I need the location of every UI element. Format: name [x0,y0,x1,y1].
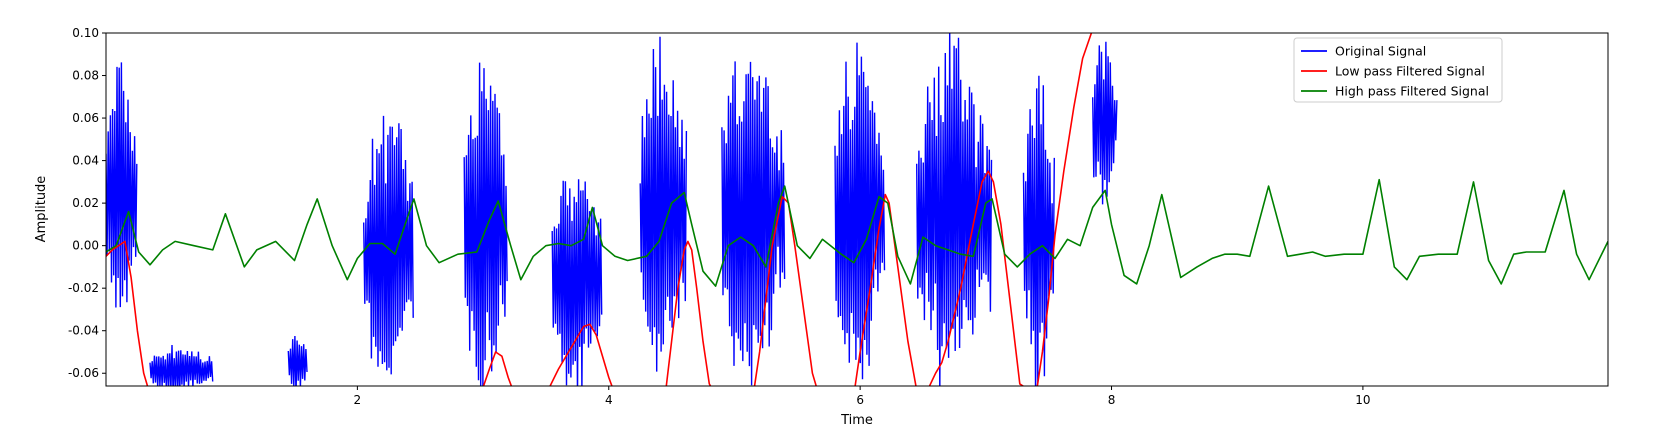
legend: Original Signal Low pass Filtered Signal H… [1293,37,1503,103]
legend-label: High pass Filtered Signal [1335,84,1489,99]
legend-label: Original Signal [1335,44,1426,59]
series-layer [106,33,1608,386]
x-tick-label: 2 [354,393,362,407]
y-tick-label: -0.06 [68,366,99,380]
legend-label: Low pass Filtered Signal [1335,64,1485,79]
series-line-original-signal [287,335,308,386]
x-axis-label: Time [840,413,873,428]
y-tick-label: -0.04 [68,324,99,338]
y-tick-label: 0.08 [72,69,99,83]
y-tick-label: 0.10 [72,26,99,40]
y-tick-label: 0.02 [72,196,99,210]
y-axis-label: Amplitude [34,176,49,243]
y-axis: -0.06 -0.04 -0.02 0.00 0.02 0.04 0.06 0.08 0.10 [68,26,106,380]
series-line-original-signal [1092,41,1118,205]
series-line-original-signal [106,62,138,308]
series-line-original-signal [639,36,688,372]
x-tick-label: 8 [1108,393,1116,407]
series-line-low-pass [106,33,1093,386]
series-line-original-signal [363,115,414,375]
series-line-high-pass [106,178,1608,287]
plot-frame [105,32,1609,387]
y-tick-label: 0.00 [72,239,99,253]
series-line-original-signal [551,179,603,386]
y-tick-label: 0.06 [72,111,99,125]
series-line-original-signal [149,344,214,386]
x-tick-label: 4 [605,393,613,407]
x-tick-label: 10 [1355,393,1370,407]
x-axis: 2 4 6 8 10 [354,386,1371,407]
legend-box [1293,37,1503,103]
y-tick-label: -0.02 [68,281,99,295]
x-tick-label: 6 [856,393,864,407]
series-line-original-signal [916,33,993,386]
y-tick-label: 0.04 [72,154,99,168]
